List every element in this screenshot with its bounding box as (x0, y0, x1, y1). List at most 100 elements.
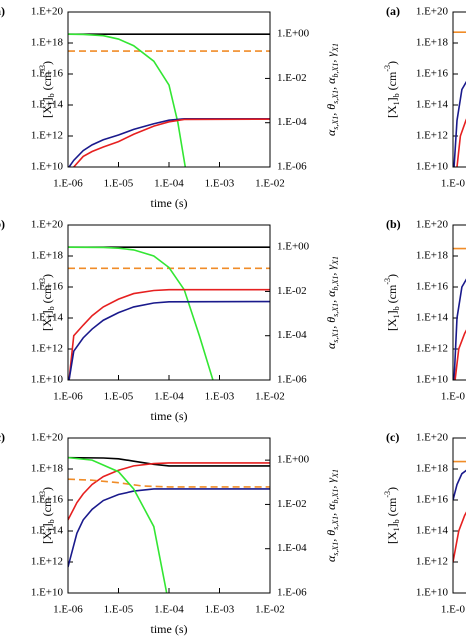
series-line (68, 33, 187, 167)
x-tick-label: 1.E-06 (53, 178, 83, 190)
x-tick-label: 1.E-03 (205, 391, 235, 403)
y-tick-label: 1.E+12 (416, 343, 448, 355)
series-line (68, 462, 270, 521)
series-group (68, 456, 270, 593)
y2-axis-title-part: , θ (324, 317, 338, 329)
y-axis-title-part: ) (40, 274, 54, 278)
y-axis-title: [X1]b (cm-3) (383, 274, 401, 331)
y-tick-label: 1.E+18 (31, 463, 64, 475)
y2-axis-title-part: α (324, 129, 338, 136)
y-tick-label: 1.E+10 (31, 374, 64, 386)
series-line (68, 118, 270, 167)
y-tick-label: 1.E+12 (31, 130, 63, 142)
x-axis-title: time (s) (151, 622, 188, 636)
y-axis-title-part: ] (385, 97, 399, 101)
series-line (73, 118, 270, 167)
series-group (68, 33, 270, 167)
y2-axis-title-part: X1 (331, 43, 340, 53)
panel: (a) 1.E+10 1.E+12 1.E+14 1.E+16 1.E+18 1.E+20 1… (0, 4, 340, 210)
series-line (453, 278, 466, 380)
plot-frame (67, 224, 271, 381)
y-tick-label: 1.E+12 (31, 556, 63, 568)
x-tick-label: 1.E-03 (205, 604, 235, 616)
y-axis-title-part: ] (40, 523, 54, 527)
y-axis-title-part: ) (40, 487, 54, 491)
y2-tick-label: 1.E+00 (277, 454, 310, 466)
x-tick-label: 1.E-05 (104, 178, 134, 190)
y-axis-title-part: [X (40, 105, 54, 118)
panel-label: (c) (0, 430, 5, 444)
y2-axis-title: αs,X1, θs,X1, αb,X1, γX1 (324, 43, 341, 136)
y-axis-title-part: 1 (392, 101, 401, 105)
y2-axis-title-part: α (324, 555, 338, 562)
y2-axis-title-part: s,X1 (331, 516, 340, 530)
y2-axis-title-part: , α (324, 77, 338, 90)
y-axis-title-part: (cm (40, 284, 54, 306)
y-axis-title-part: [X (385, 531, 399, 544)
y2-axis-title-part: , α (324, 503, 338, 516)
y-axis-title-part: ] (40, 310, 54, 314)
y2-axis-title-part: s,X1 (331, 90, 340, 104)
y2-axis-title-part: , γ (324, 52, 338, 63)
x-tick-label: 1.E-06 (53, 604, 83, 616)
y-axis-title-part: [X (40, 318, 54, 331)
x-axis-title: time (s) (151, 196, 188, 210)
panel: (b) 1.E+10 1.E+12 1.E+14 1.E+16 1.E+18 1.E+20 1… (0, 217, 340, 423)
y2-tick-label: 1.E-02 (277, 72, 307, 84)
y-axis-title-part: b (392, 306, 401, 310)
y-tick-label: 1.E+20 (416, 432, 449, 444)
series-line (68, 288, 270, 380)
y-axis-title-part: [X (385, 105, 399, 118)
y-axis-title-part: 1 (47, 101, 56, 105)
y-axis-title-part: [X (40, 531, 54, 544)
x-tick-label: 1.E-05 (104, 604, 134, 616)
y-tick-label: 1.E+10 (31, 161, 64, 173)
y-tick-label: 1.E+18 (416, 250, 449, 262)
y-axis-title: [X1]b (cm-3) (38, 274, 56, 331)
y-tick-label: 1.E+14 (31, 525, 64, 537)
y-axis-title: [X1]b (cm-3) (38, 61, 56, 118)
y2-tick-label: 1.E-04 (277, 329, 307, 341)
y2-axis-title: αs,X1, θs,X1, αb,X1, γX1 (324, 469, 341, 562)
y-tick-label: 1.E+18 (416, 463, 449, 475)
series-line (453, 80, 466, 167)
x-tick-label: 1.E-02 (255, 178, 285, 190)
series-group (68, 246, 270, 380)
y2-axis-title-part: α (324, 342, 338, 349)
y-axis-title: [X1]b (cm-3) (383, 61, 401, 118)
x-tick-label: 1.E-05 (104, 391, 134, 403)
y-axis-title-part: -3 (38, 491, 47, 498)
y2-axis-title-part: b,X1 (331, 63, 340, 78)
series-line (68, 488, 270, 568)
series-group (453, 31, 466, 167)
y-tick-label: 1.E+20 (416, 219, 449, 231)
y-tick-label: 1.E+16 (31, 494, 64, 506)
series-line (68, 456, 270, 467)
y-tick-label: 1.E+16 (416, 494, 449, 506)
x-tick-label: 1.E-04 (154, 391, 184, 403)
y2-axis-title-part: X1 (331, 256, 340, 266)
x-tick-label: 1.E-04 (154, 604, 184, 616)
x-tick-label: 1.E-0 (441, 391, 466, 403)
y-axis-title-part: (cm (385, 71, 399, 93)
y-tick-label: 1.E+20 (31, 432, 64, 444)
y-axis-title-part: ] (40, 97, 54, 101)
plot-frame (452, 11, 466, 168)
panel-label: (a) (0, 4, 5, 18)
y-tick-label: 1.E+14 (416, 312, 449, 324)
y2-axis-title-part: s,X1 (331, 542, 340, 556)
y-axis-title-part: 1 (392, 314, 401, 318)
panel-label: (b) (0, 217, 5, 231)
y-axis-title: [X1]b (cm-3) (38, 487, 56, 544)
x-tick-label: 1.E-03 (205, 178, 235, 190)
y2-axis-title: αs,X1, θs,X1, αb,X1, γX1 (324, 256, 341, 349)
y2-axis-title-part: b,X1 (331, 489, 340, 504)
y-tick-label: 1.E+20 (416, 6, 449, 18)
y-axis-title-part: (cm (40, 497, 54, 519)
y-axis-title-part: (cm (40, 71, 54, 93)
y-tick-label: 1.E+16 (416, 68, 449, 80)
y2-axis-title-part: , θ (324, 530, 338, 542)
y-axis-title: [X1]b (cm-3) (383, 487, 401, 544)
y2-axis-title-part: b,X1 (331, 276, 340, 291)
y2-tick-label: 1.E+00 (277, 28, 310, 40)
